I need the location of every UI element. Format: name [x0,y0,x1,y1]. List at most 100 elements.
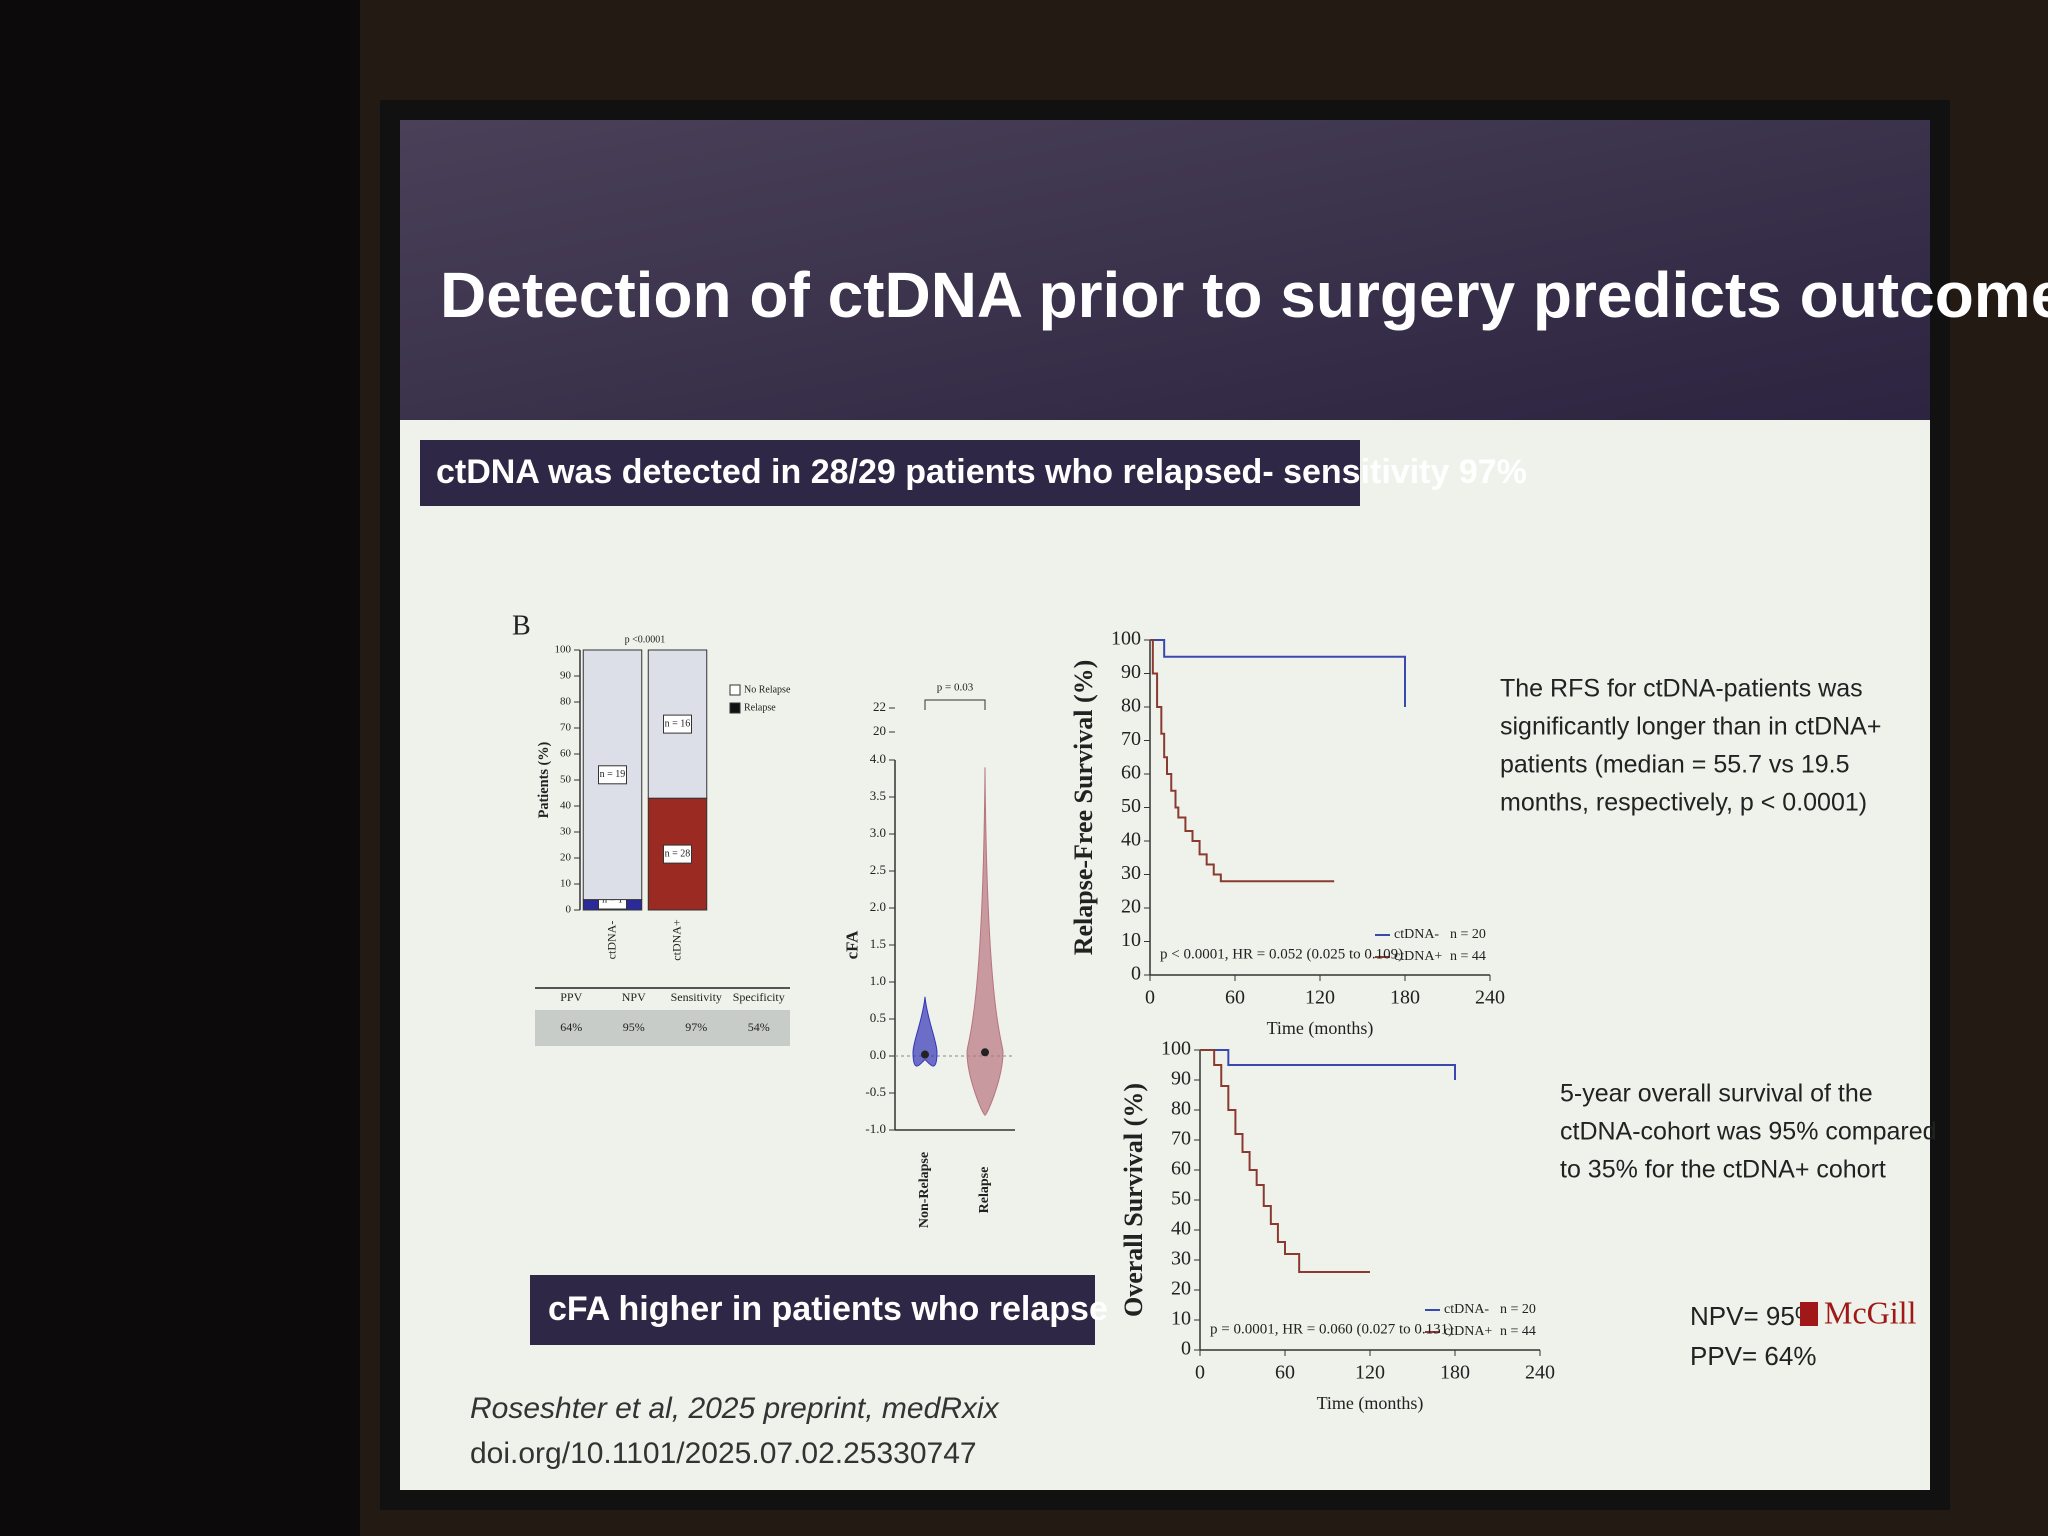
panel-label: B [512,610,531,641]
x-tick-label: 180 [1440,1362,1470,1384]
y-axis-label: Overall Survival (%) [1119,1083,1148,1317]
y-tick-label: 2.5 [870,862,886,877]
x-tick-label: 180 [1390,987,1420,1009]
ppv: PPV= 64% [1690,1341,1816,1371]
count-box [663,844,692,864]
y-tick-label: 40 [560,800,572,812]
x-tick-label: 120 [1355,1362,1385,1384]
y-axis-label: Relapse-Free Survival (%) [1069,660,1098,956]
violin-body [912,996,938,1067]
x-tick-label: Relapse [977,1167,992,1214]
logo-shield [1800,1302,1818,1326]
subtitle-bar [420,440,1360,506]
rfs-note: patients (median = 55.7 vs 19.5 [1500,751,1850,779]
y-tick-label: 10 [560,878,572,890]
y-axis-label: cFA [842,930,861,960]
y-tick-label: 20 [1171,1278,1191,1300]
x-tick-label: 240 [1475,987,1505,1009]
count-box [663,714,692,734]
y-tick-label: 10 [1171,1308,1191,1330]
curtain [0,0,360,1536]
y-tick-label: 22 [873,699,886,714]
y-tick-label: 80 [560,696,572,708]
x-axis-label: Time (months) [1317,1393,1424,1414]
os-note: 5-year overall survival of the [1560,1080,1873,1108]
y-tick-label: 40 [1121,829,1141,851]
y-tick-label: 1.5 [870,936,886,951]
legend-label: Relapse [744,702,776,713]
y-tick-label: 30 [1171,1248,1191,1270]
y-tick-label: 0.0 [870,1047,886,1062]
y-tick-label: 20 [560,852,572,864]
rfs-note: The RFS for ctDNA-patients was [1500,675,1863,703]
y-tick-label: 1.0 [870,973,886,988]
y-tick-label: 0 [1131,963,1141,985]
y-tick-label: 90 [560,670,572,682]
y-tick-label: -1.0 [865,1121,886,1136]
annotation: p = 0.0001, HR = 0.060 (0.027 to 0.131) [1210,1321,1453,1337]
table-cell: 97% [685,1020,707,1034]
callout-box [530,1275,1095,1345]
logo: McGill [1824,1294,1917,1330]
legend-swatch [729,684,741,696]
legend-n: n = 20 [1500,1302,1536,1317]
x-tick-label: ctDNA+ [669,919,683,961]
os-note: to 35% for the ctDNA+ cohort [1560,1156,1886,1184]
annotation: p < 0.0001, HR = 0.052 (0.025 to 0.109) [1160,946,1403,962]
rfs-note: significantly longer than in ctDNA+ [1500,713,1881,741]
median [981,1048,989,1057]
annotation: p <0.0001 [625,634,666,645]
y-axis-label: Patients (%) [536,741,552,818]
y-tick-label: 100 [1111,628,1141,650]
count-box [598,765,627,785]
survival-curve [1150,639,1406,707]
y-tick-label: 60 [1121,762,1141,784]
x-tick-label: 0 [1195,1362,1205,1384]
table-header: Specificity [733,990,785,1004]
y-tick-label: 50 [1121,795,1141,817]
x-tick-label: 240 [1525,1362,1555,1384]
count-label: n = 16 [665,718,691,729]
legend-label: ctDNA- [1444,1302,1489,1317]
x-tick-label: 60 [1275,1362,1295,1384]
y-tick-label: 30 [560,826,572,838]
survival-curve [1150,639,1335,883]
table-header: NPV [622,990,646,1004]
os-note: ctDNA-cohort was 95% compared [1560,1118,1937,1146]
table-header: PPV [560,990,582,1004]
legend-swatch [729,702,741,714]
y-tick-label: 2.0 [870,899,886,914]
y-tick-label: 70 [1121,728,1141,750]
table-cell: 54% [748,1020,770,1034]
legend-label: No Relapse [744,684,791,695]
rfs-note: months, respectively, p < 0.0001) [1500,789,1867,817]
x-axis-label: Time (months) [1267,1018,1374,1039]
violin-body [966,767,1004,1116]
y-tick-label: 70 [1171,1128,1191,1150]
y-tick-label: 70 [560,722,572,734]
legend-n: n = 20 [1450,927,1486,942]
y-tick-label: 80 [1171,1098,1191,1120]
y-tick-label: 100 [555,644,572,656]
y-tick-label: 50 [560,774,572,786]
count-label: n = 19 [600,769,626,780]
y-tick-label: 100 [1161,1038,1191,1060]
x-tick-label: 60 [1225,987,1245,1009]
title-band [400,120,1930,420]
x-tick-label: Non-Relapse [917,1152,932,1228]
median [921,1050,929,1059]
citation: doi.org/10.1101/2025.07.02.25330747 [470,1437,977,1470]
legend-label: ctDNA+ [1444,1324,1492,1339]
y-tick-label: 4.0 [870,751,886,766]
count-label: n = 28 [665,848,691,859]
legend-label: ctDNA- [1394,927,1439,942]
y-tick-label: 0 [566,904,572,916]
annotation: p = 0.03 [937,682,974,694]
x-tick-label: ctDNA- [604,921,618,960]
y-tick-label: 50 [1171,1188,1191,1210]
y-tick-label: 10 [1121,929,1141,951]
y-tick-label: 60 [1171,1158,1191,1180]
y-tick-label: 0.5 [870,1010,886,1025]
legend-label: ctDNA+ [1394,949,1442,964]
